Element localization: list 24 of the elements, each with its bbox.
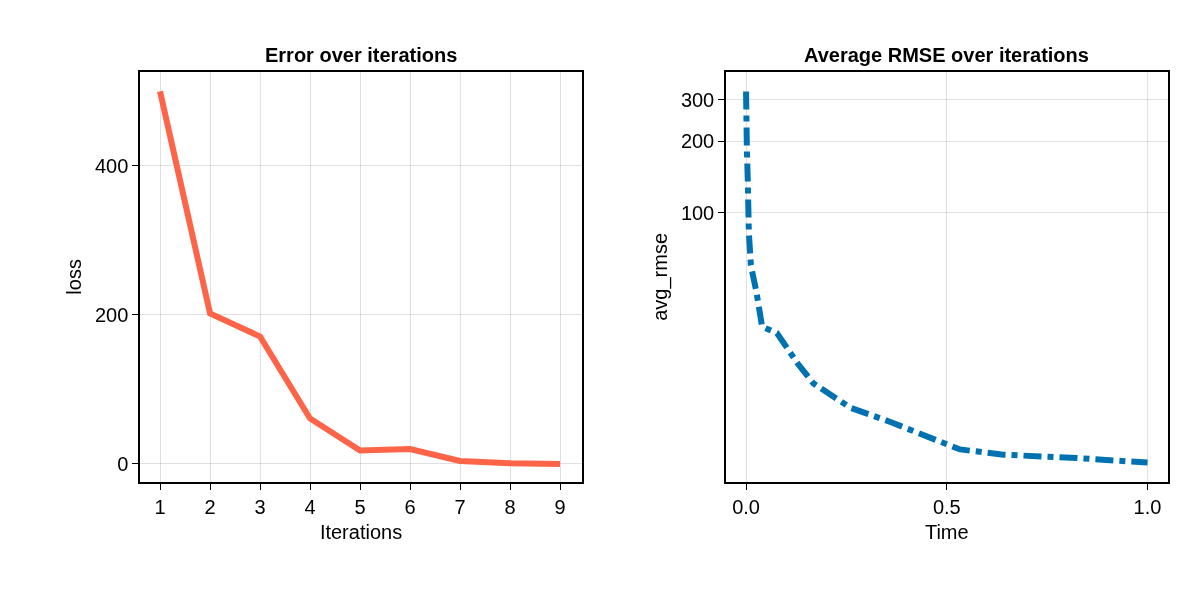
x-tick-label: 3 [254, 495, 266, 518]
x-tick-label: 9 [554, 495, 566, 518]
x-tick-label: 4 [304, 495, 316, 518]
y-axis-title: loss [62, 259, 85, 295]
chart-title: Error over iterations [265, 44, 458, 66]
y-tick-label: 200 [680, 130, 715, 153]
y-tick-label: 300 [680, 88, 715, 111]
y-tick-label: 200 [94, 303, 129, 326]
x-tick-label: 8 [504, 495, 516, 518]
x-tick-label: 2 [204, 495, 216, 518]
x-tick-label: 6 [404, 495, 416, 518]
y-axis-title: avg_rmse [648, 232, 672, 321]
chart-title: Average RMSE over iterations [804, 44, 1089, 66]
x-tick-label: 1.0 [1133, 495, 1162, 518]
x-tick-label: 0.0 [732, 495, 760, 518]
x-axis-title: Iterations [319, 520, 403, 543]
y-tick-label: 100 [680, 201, 715, 224]
x-axis-title: Time [924, 520, 969, 543]
y-tick-label: 400 [94, 154, 129, 177]
x-tick-label: 1 [154, 495, 166, 518]
x-tick-label: 7 [454, 495, 466, 518]
x-tick-label: 5 [354, 495, 366, 518]
y-tick-label: 0 [117, 452, 129, 475]
x-tick-label: 0.5 [932, 495, 961, 518]
